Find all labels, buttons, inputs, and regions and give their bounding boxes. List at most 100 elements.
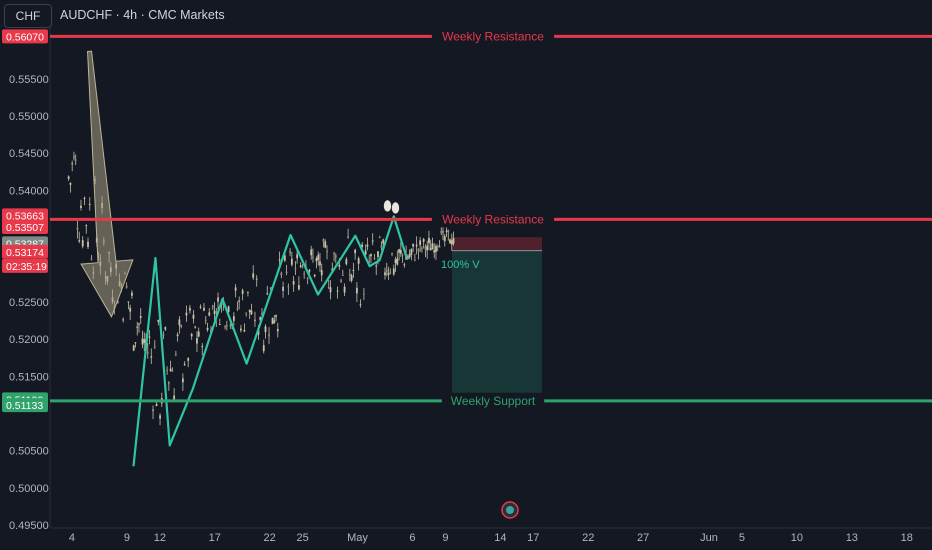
candle-body [185,312,188,316]
candle-body [236,308,239,310]
currency-chip[interactable]: CHF [4,4,52,28]
down-arrow-drawing [80,50,134,318]
broker-logo-icon [506,506,514,514]
candle-body [269,287,272,290]
candle-body [345,259,348,265]
candle-body [127,301,130,303]
candle-body [433,250,436,253]
candle-body [90,259,93,261]
price-tag [2,29,48,44]
candle-body [134,342,137,344]
candle-body [180,325,183,327]
time-tick-label: May [347,532,368,544]
candle-body [155,403,158,407]
candle-body [199,306,202,308]
candle-body [396,258,399,265]
candle-body [438,246,441,248]
time-tick-label: 4 [69,532,75,544]
price-tag [2,208,48,223]
time-tick-label: 18 [901,532,913,544]
candle-body [229,324,232,327]
candle-body [173,395,176,400]
candle-body [296,254,299,259]
eyes-icon [391,201,400,215]
candle-body [387,272,390,275]
candle-body [340,279,342,282]
candle-body [378,236,381,238]
price-tag-label: 0.53507 [6,222,44,234]
candle-body [162,334,165,336]
candle-body [357,258,360,264]
candle-body [131,292,133,296]
candle-body [243,330,246,332]
candle-body [299,265,302,267]
candle-body [449,239,451,244]
candle-body [359,304,362,306]
candle-body [282,286,284,291]
candle-body [238,300,241,302]
take-profit-zone [452,250,543,400]
candle-body [297,285,300,290]
candle-body [275,315,277,317]
price-tick-label: 0.54500 [9,148,49,160]
candle-body [319,261,321,266]
price-tag-label: 0.51133 [6,400,43,412]
candle-body [278,259,281,261]
time-tick-label: 22 [582,532,594,544]
candle-body [182,378,184,383]
candle-body [169,368,172,371]
candle-body [204,320,207,322]
candle-body [440,230,443,234]
candle-body [399,250,402,254]
candle-body [294,268,297,270]
candle-body [176,334,179,337]
candle-body [178,319,181,326]
candle-body [373,257,376,259]
price-tick-label: 0.49500 [9,520,49,532]
candle-body [218,324,221,326]
time-tick-label: 6 [409,532,415,544]
candle-body [341,275,344,277]
candle-body [189,307,191,311]
candle-body [366,244,369,247]
candle-body [167,381,170,385]
price-tag [2,244,48,259]
candle-body [424,246,427,250]
candle-body [83,197,86,199]
candle-body [375,265,378,267]
candle-body [364,250,367,255]
candle-body [69,182,72,185]
candle-body [255,278,258,280]
price-tag [2,220,48,235]
candle-body [183,364,186,366]
candle-body [276,328,279,332]
candle-body [78,240,81,242]
fib-annotation: 100% V [441,259,480,271]
candle-body [445,230,448,232]
candle-body [153,346,156,348]
candle-body [310,249,313,256]
time-tick-label: Jun [700,532,718,544]
candle-body [239,328,242,331]
candle-body [308,269,311,272]
candle-body [343,286,346,293]
candle-body [203,307,205,311]
time-tick-label: 10 [791,532,803,544]
candle-body [371,240,374,242]
candle-body [412,243,415,247]
candle-body [266,293,269,295]
candle-body [73,156,75,159]
price-tag-label: 02:35:19 [6,261,47,273]
candle-body [206,327,209,330]
candle-body [245,312,248,314]
candle-body [435,245,437,252]
candle-body [398,249,400,253]
candle-body [326,251,328,253]
candle-body [370,254,372,257]
time-tick-label: 27 [637,532,649,544]
candle-body [87,241,89,247]
candle-body [312,256,314,259]
candle-body [417,249,420,252]
candle-body [248,309,251,312]
